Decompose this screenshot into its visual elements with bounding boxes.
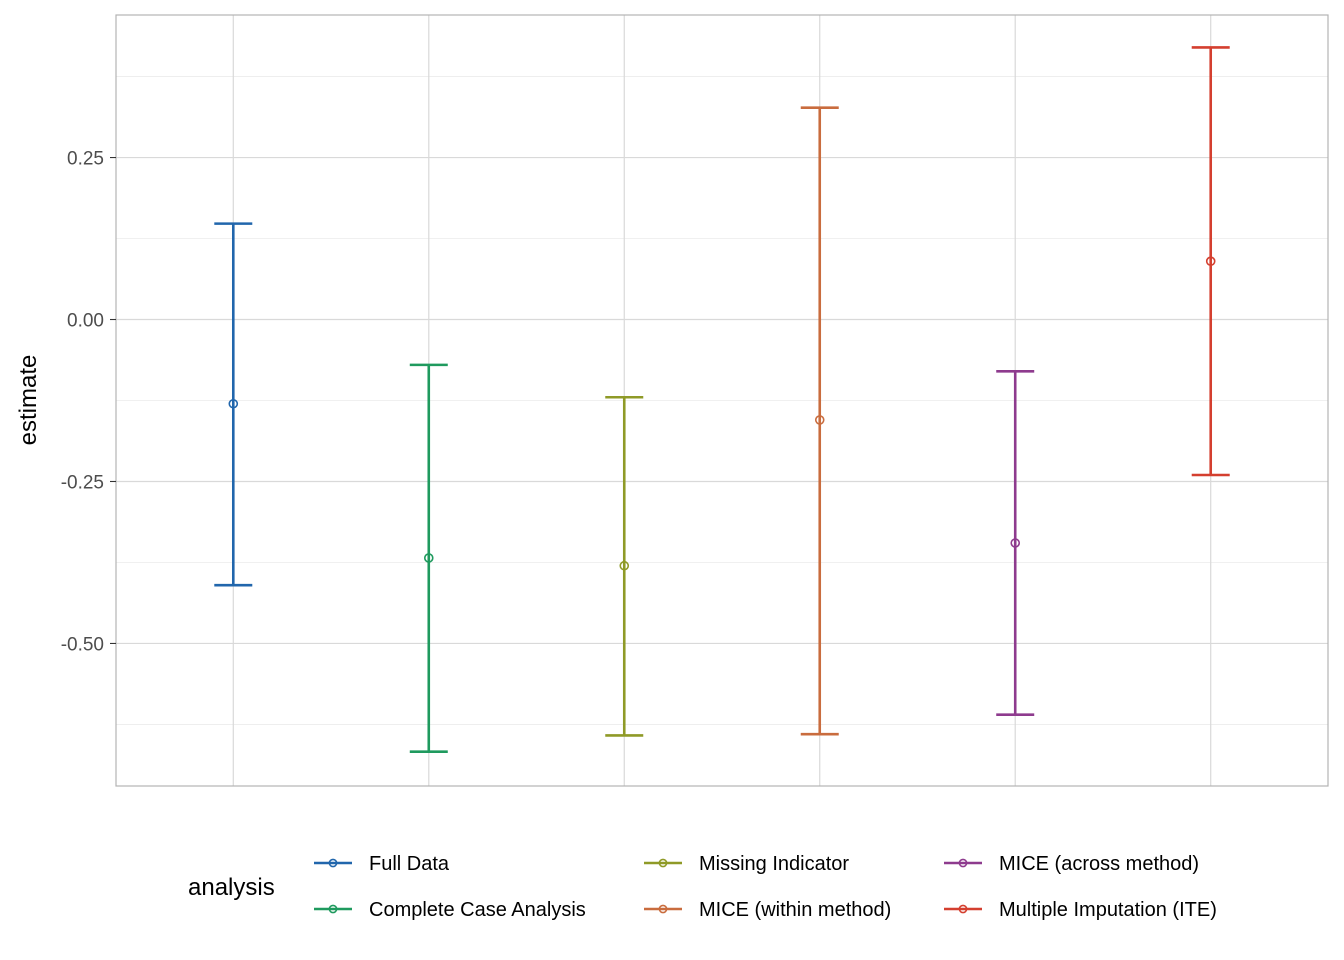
- legend-key-point: [658, 858, 668, 868]
- y-axis: -0.50 -0.25 0.00 0.25: [61, 149, 116, 655]
- estimate-point: [423, 553, 434, 563]
- plot-panel-border: [115, 14, 1329, 787]
- estimate-point: [228, 398, 239, 409]
- legend-item: Full Data: [314, 853, 450, 875]
- legend-item: Complete Case Analysis: [314, 899, 586, 921]
- legend-key-point: [328, 904, 338, 914]
- estimate-point: [619, 560, 630, 571]
- y-tick-label: 0.25: [67, 149, 104, 170]
- estimate-point: [1010, 538, 1021, 548]
- legend-label: MICE (within method): [699, 899, 891, 921]
- legend-label: Full Data: [369, 853, 450, 875]
- legend-key-point: [658, 904, 668, 914]
- legend-label: Missing Indicator: [699, 853, 849, 875]
- y-tick-label: 0.00: [67, 311, 104, 332]
- errorbar-group: [996, 370, 1035, 717]
- legend-item: Multiple Imputation (ITE): [944, 899, 1217, 921]
- legend-key-point: [328, 858, 338, 868]
- legend-item: Missing Indicator: [644, 853, 849, 875]
- errorbar-group: [1191, 46, 1230, 477]
- error-bars: [214, 46, 1230, 753]
- estimate-point: [1205, 256, 1216, 267]
- legend-key-point: [958, 904, 968, 914]
- errorbar-group: [214, 222, 253, 587]
- y-tick-label: -0.50: [61, 634, 104, 655]
- legend-label: Complete Case Analysis: [369, 899, 586, 921]
- y-axis-title: estimate: [15, 355, 42, 446]
- legend-label: Multiple Imputation (ITE): [999, 899, 1217, 921]
- legend-title: analysis: [188, 874, 275, 901]
- errorbar-group: [409, 363, 448, 753]
- legend-item: MICE (within method): [644, 899, 891, 921]
- y-tick-label: -0.25: [61, 472, 104, 493]
- legend-key-point: [958, 858, 968, 868]
- errorbar-group: [800, 106, 839, 736]
- estimate-point: [814, 415, 825, 425]
- legend-item: MICE (across method): [944, 853, 1199, 875]
- legend: analysis Full Data Complete Case Analysis…: [188, 853, 1217, 921]
- errorbar-group: [605, 395, 644, 737]
- grid-lines: [116, 15, 1328, 786]
- legend-label: MICE (across method): [999, 853, 1199, 875]
